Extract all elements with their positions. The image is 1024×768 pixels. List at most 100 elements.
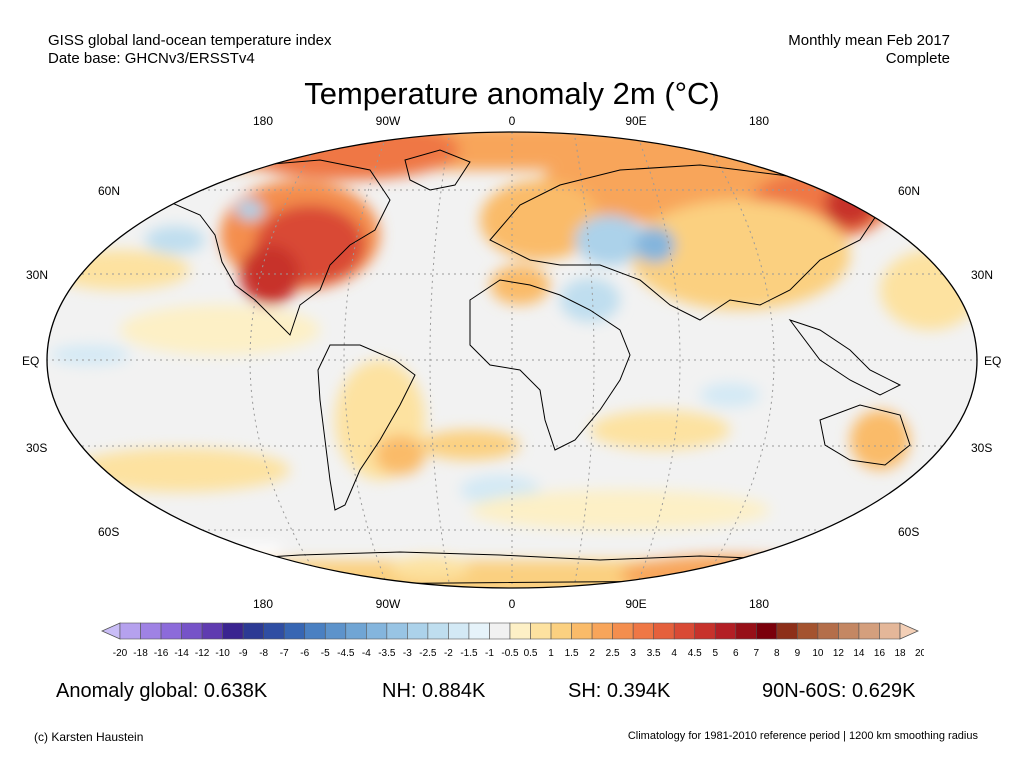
colorbar-tick-label: -4 (362, 648, 371, 659)
coastlines (163, 149, 911, 586)
climatology-note: Climatology for 1981-2010 reference peri… (627, 730, 978, 742)
colorbar-tick-label: 10 (812, 648, 824, 659)
colorbar-box (448, 622, 470, 640)
colorbar-tick-label: 14 (853, 648, 865, 659)
colorbar-box (468, 622, 490, 640)
lon-label-bottom-0: 0 (508, 597, 516, 611)
colorbar-tick-label: 20 (915, 648, 924, 659)
colorbar-tick-label: 4 (671, 648, 677, 659)
lat-label-right-60n: 60N (898, 184, 921, 198)
lon-label-top-0: 0 (508, 114, 516, 128)
colorbar-box (756, 622, 778, 640)
colorbar-tick-label: -12 (195, 648, 210, 659)
colorbar-tick-label: 3.5 (647, 648, 661, 659)
colorbar-tick-label: -8 (259, 648, 268, 659)
colorbar-tick-label: -1.5 (460, 648, 478, 659)
colorbar-tick-label: -16 (154, 648, 169, 659)
lon-label-top-90w: 90W (375, 114, 401, 128)
lon-label-top-90e: 90E (625, 114, 647, 128)
colorbar-box (632, 622, 654, 640)
database-label: Date base: GHCNv3/ERSSTv4 (48, 50, 255, 67)
colorbar-box (201, 622, 223, 640)
colorbar-box (160, 622, 182, 640)
colorbar-tick-label: 18 (894, 648, 906, 659)
colorbar-box (222, 622, 244, 640)
colorbar-tick-label: 2 (589, 648, 595, 659)
colorbar-tick-label: 16 (874, 648, 886, 659)
lat-label-left-eq: EQ (22, 354, 40, 368)
colorbar-tick-label: -5 (321, 648, 330, 659)
colorbar-box (242, 622, 264, 640)
colorbar-tick-label: -10 (215, 648, 230, 659)
copyright: (c) Karsten Haustein (34, 730, 144, 744)
map-border (46, 131, 978, 589)
colorbar-tick-label: -6 (300, 648, 309, 659)
colorbar-tick-label: 8 (774, 648, 780, 659)
colorbar-box (714, 622, 737, 640)
colorbar-box (858, 622, 880, 640)
colorbar-box (181, 622, 203, 640)
colorbar-tick-label: -20 (113, 648, 128, 659)
lat-label-right-30s: 30S (971, 441, 993, 455)
colorbar-tick-label: -3.5 (378, 648, 396, 659)
colorbar-box (324, 622, 347, 640)
sh-anomaly: SH: 0.394K (568, 680, 671, 702)
lon-label-bottom-90w: 90W (375, 597, 401, 611)
colorbar-box (407, 622, 429, 640)
colorbar-box (386, 622, 408, 640)
colorbar-tick-label: 12 (833, 648, 845, 659)
colorbar-tick-label: 5 (712, 648, 718, 659)
colorbar-tick-label: -3 (403, 648, 412, 659)
colorbar-box (304, 622, 326, 640)
colorbar-box (735, 622, 757, 640)
colorbar-tick-label: -14 (174, 648, 189, 659)
global-anomaly: Anomaly global: 0.638K (56, 680, 268, 702)
map-title: Temperature anomaly 2m (°C) (304, 76, 720, 111)
colorbar-tick-label: -4.5 (337, 648, 355, 659)
colorbar-tick-label: 9 (795, 648, 801, 659)
lon-label-top-180w: 180 (252, 114, 274, 128)
colorbar-tick-label: 1 (548, 648, 554, 659)
colorbar-tick-label: -2.5 (419, 648, 437, 659)
nh-anomaly: NH: 0.884K (382, 680, 486, 702)
colorbar-arrow-low (101, 622, 121, 640)
colorbar-box (817, 622, 839, 640)
colorbar-tick-label: -1 (485, 648, 494, 659)
dataset-title: GISS global land-ocean temperature index (48, 32, 332, 49)
temperature-anomaly-map (46, 131, 978, 589)
lat-label-left-30n: 30N (26, 268, 49, 282)
colorbar-tick-label: -0.5 (501, 648, 519, 659)
colorbar-tick-label: 4.5 (688, 648, 702, 659)
colorbar: -20 -18 -16 -14 -12 -10 -9 -8 -7 -6 -5 -4.5 -4 -3.5 -3… (101, 622, 924, 659)
colorbar-box (653, 622, 675, 640)
colorbar-box (427, 622, 449, 640)
colorbar-tick-label: 1.5 (565, 648, 579, 659)
colorbar-box (366, 622, 388, 640)
lat-label-right-60s: 60S (898, 525, 920, 539)
lat-label-left-30s: 30S (26, 441, 48, 455)
lon-label-bottom-180w: 180 (252, 597, 274, 611)
colorbar-box (530, 622, 552, 640)
period-label: Monthly mean Feb 2017 (788, 32, 950, 49)
lon-label-bottom-180e: 180 (748, 597, 770, 611)
colorbar-box (694, 622, 716, 640)
colorbar-box (776, 622, 798, 640)
colorbar-box (797, 622, 819, 640)
colorbar-tick-label: 7 (754, 648, 760, 659)
colorbar-tick-label: -9 (239, 648, 248, 659)
colorbar-box (550, 622, 572, 640)
status-label: Complete (885, 50, 950, 67)
colorbar-tick-label: 6 (733, 648, 739, 659)
colorbar-box (489, 622, 511, 640)
colorbar-box (571, 622, 593, 640)
lat-label-left-60n: 60N (98, 184, 121, 198)
lat-label-right-30n: 30N (971, 268, 994, 282)
colorbar-box (612, 622, 634, 640)
colorbar-tick-label: -18 (133, 648, 148, 659)
colorbar-tick-label: -2 (444, 648, 453, 659)
colorbar-box (879, 622, 901, 640)
colorbar-box (119, 622, 141, 640)
lon-label-bottom-90e: 90E (625, 597, 647, 611)
colorbar-tick-label: -7 (280, 648, 289, 659)
lat-label-left-60s: 60S (98, 525, 120, 539)
